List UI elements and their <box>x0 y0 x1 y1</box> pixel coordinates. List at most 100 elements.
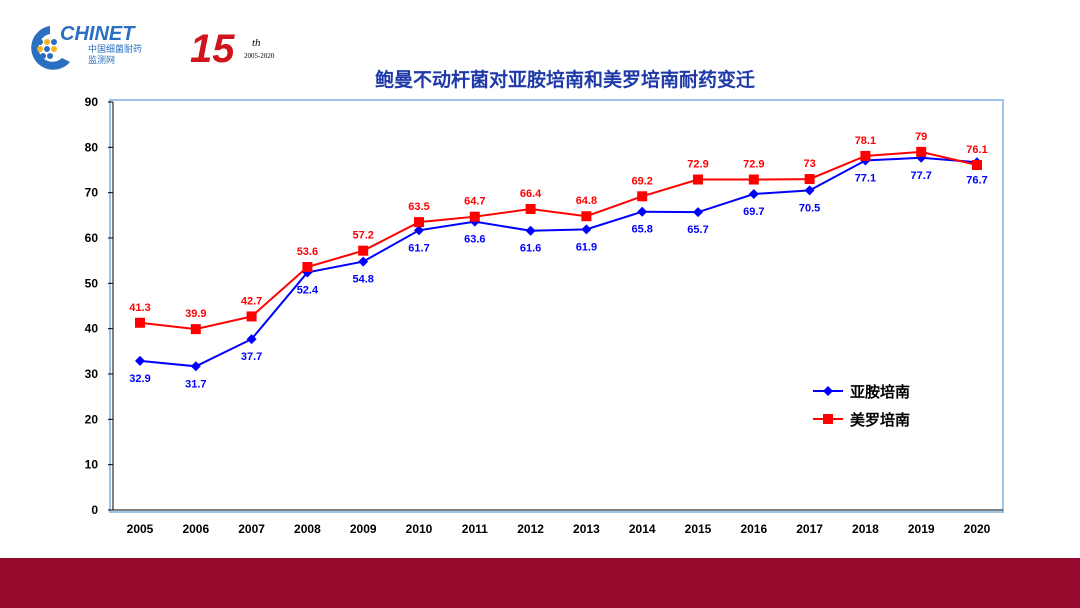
data-label: 57.2 <box>352 230 373 242</box>
x-tick-label: 2005 <box>127 522 154 536</box>
line-chart: 鲍曼不动杆菌对亚胺培南和美罗培南耐药变迁 0 10 20 30 40 50 60 70 80 90… <box>85 68 1004 536</box>
x-tick-label: 2012 <box>517 522 544 536</box>
data-point <box>693 174 703 185</box>
x-tick-label: 2015 <box>685 522 712 536</box>
x-tick-label: 2011 <box>462 522 488 536</box>
data-point <box>581 224 592 235</box>
svg-text:2005-2020: 2005-2020 <box>244 52 275 60</box>
legend-item: 美罗培南 <box>813 411 910 429</box>
svg-text:th: th <box>252 37 261 49</box>
data-point <box>414 225 424 236</box>
data-point <box>637 206 648 217</box>
data-point <box>302 262 313 273</box>
series-line <box>139 150 978 331</box>
data-point <box>246 334 257 345</box>
data-point <box>972 160 982 171</box>
data-label: 78.1 <box>855 135 876 147</box>
y-tick-label: 30 <box>85 367 99 381</box>
data-point <box>135 355 145 366</box>
legend-marker <box>823 386 833 396</box>
data-label: 73 <box>803 158 815 170</box>
x-tick-label: 2016 <box>740 522 767 536</box>
chinet-logo: CHINET 中国细菌耐药 监测网 <box>31 23 142 70</box>
data-label: 77.7 <box>910 170 931 182</box>
data-label: 32.9 <box>129 373 150 385</box>
data-label: 77.1 <box>855 172 876 184</box>
series-2: 41.3 39.9 42.7 53.6 57.2 63.5 64.7 66.4 64.8 69.2… <box>129 131 988 335</box>
legend-label: 美罗培南 <box>850 411 910 429</box>
data-label: 64.7 <box>464 196 485 208</box>
data-point <box>581 211 592 222</box>
footer-band <box>0 558 1080 608</box>
anniversary-logo: 15 th 2005-2020 <box>190 27 275 70</box>
data-label: 70.5 <box>799 202 820 214</box>
svg-text:CHINET: CHINET <box>60 23 136 45</box>
data-point <box>748 189 759 200</box>
data-point <box>190 324 201 335</box>
data-point <box>693 207 703 218</box>
svg-text:监测网: 监测网 <box>88 54 115 65</box>
data-point <box>190 361 201 372</box>
y-tick-label: 60 <box>85 231 99 245</box>
legend-marker <box>823 414 833 424</box>
x-tick-label: 2008 <box>294 522 321 536</box>
svg-text:中国细菌耐药: 中国细菌耐药 <box>88 43 142 54</box>
chart-frame <box>109 99 1004 513</box>
data-label: 72.9 <box>743 159 764 171</box>
x-tick-label: 2010 <box>406 522 433 536</box>
chart-title: 鲍曼不动杆菌对亚胺培南和美罗培南耐药变迁 <box>375 68 755 91</box>
data-label: 76.1 <box>966 144 987 156</box>
data-label: 76.7 <box>966 174 987 186</box>
y-tick-label: 20 <box>85 412 99 426</box>
legend-item: 亚胺培南 <box>813 383 910 401</box>
data-label: 69.7 <box>743 206 764 218</box>
x-tick-label: 2009 <box>350 522 377 536</box>
data-label: 41.3 <box>129 302 150 314</box>
data-label: 53.6 <box>297 246 318 258</box>
data-label: 79 <box>915 131 927 143</box>
svg-text:15: 15 <box>190 27 235 70</box>
data-label: 31.7 <box>185 378 206 390</box>
data-point <box>358 245 369 256</box>
y-tick-label: 50 <box>85 276 99 290</box>
y-tick-label: 0 <box>91 503 98 517</box>
x-tick-label: 2018 <box>852 522 879 536</box>
y-tick-label: 10 <box>85 458 99 472</box>
data-label: 63.5 <box>408 201 429 213</box>
x-tick-label: 2006 <box>182 522 209 536</box>
series-line <box>139 156 978 368</box>
data-label: 52.4 <box>297 284 319 296</box>
y-tick-label: 90 <box>85 95 99 109</box>
data-label: 37.7 <box>241 351 262 363</box>
data-label: 64.8 <box>576 195 597 207</box>
data-point <box>804 185 815 196</box>
data-point <box>916 146 927 157</box>
data-label: 61.6 <box>520 243 541 255</box>
y-tick-label: 80 <box>85 140 99 154</box>
data-label: 65.7 <box>687 224 708 236</box>
y-tick-label: 40 <box>85 322 99 336</box>
data-point <box>358 256 369 267</box>
data-point <box>637 191 648 202</box>
data-label: 42.7 <box>241 295 262 307</box>
data-point <box>135 317 145 328</box>
x-tick-label: 2014 <box>629 522 656 536</box>
legend-label: 亚胺培南 <box>850 383 910 401</box>
data-point <box>246 311 257 322</box>
data-label: 66.4 <box>520 188 542 200</box>
data-label: 61.7 <box>408 242 429 254</box>
y-tick-label: 70 <box>85 186 99 200</box>
data-point <box>469 211 480 222</box>
x-tick-label: 2013 <box>573 522 600 536</box>
data-label: 54.8 <box>352 274 373 286</box>
data-point <box>804 174 815 185</box>
data-point <box>525 225 536 236</box>
data-point <box>525 203 536 214</box>
data-point <box>860 150 871 161</box>
data-point <box>414 217 424 228</box>
data-label: 63.6 <box>464 234 485 246</box>
data-label: 61.9 <box>576 241 597 253</box>
data-label: 65.8 <box>631 224 652 236</box>
x-tick-label: 2019 <box>908 522 935 536</box>
data-label: 69.2 <box>631 175 652 187</box>
